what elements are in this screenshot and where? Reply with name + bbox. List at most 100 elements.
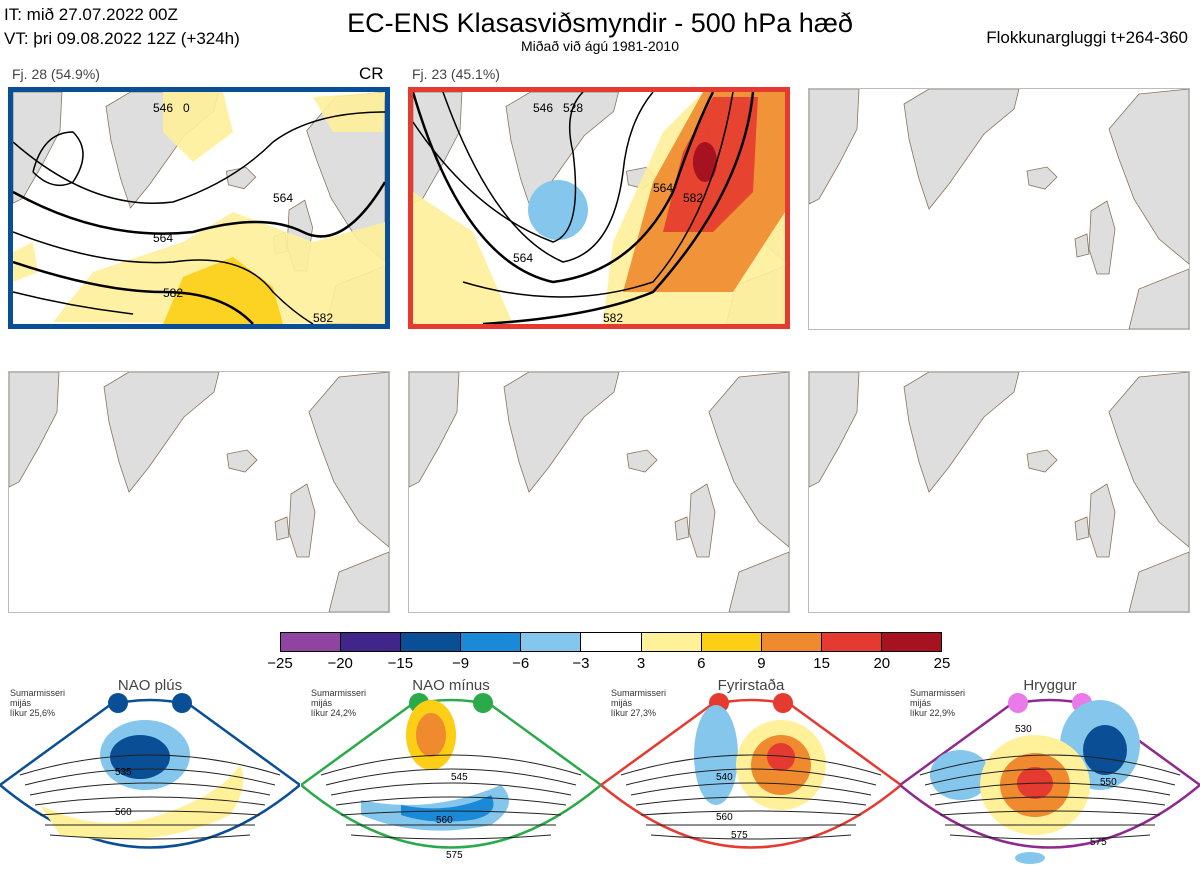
europe-shape — [1128, 268, 1189, 329]
anomaly-positive — [40, 765, 244, 840]
contour-label: 582 — [163, 286, 183, 300]
height-contour — [39, 810, 261, 816]
anomaly-peak — [693, 142, 717, 182]
contour-label: 560 — [716, 812, 733, 823]
height-contour — [640, 810, 862, 816]
regime-nao-plus: 535 560 NAO plús Sumarmisseri mijás líkur… — [0, 675, 303, 871]
height-contour — [350, 834, 552, 840]
europe-shape — [1128, 551, 1189, 612]
colorbar-tick-label: 9 — [757, 655, 766, 672]
contour-label: 564 — [273, 191, 293, 205]
height-contour — [19, 754, 281, 776]
map-svg — [809, 89, 1189, 329]
iceland-shape — [626, 449, 658, 473]
contour-label: 546 — [533, 101, 553, 115]
contour-label: 528 — [563, 101, 583, 115]
land-layer — [809, 89, 1189, 329]
anomaly-negative — [528, 180, 588, 240]
contour-label: 530 — [1015, 724, 1032, 735]
height-contour — [330, 782, 572, 796]
regime-mean: mijás — [910, 698, 932, 708]
canada-shape — [413, 92, 463, 204]
iceland-shape — [225, 166, 257, 190]
britain-shape — [688, 483, 716, 558]
panel-2-label: Fj. 23 (45.1%) — [412, 66, 500, 82]
regime-probability: líkur 24,2% — [311, 708, 357, 718]
anomaly-negative-strong — [1083, 725, 1127, 775]
regime-mean: mijás — [311, 698, 333, 708]
anomaly-positive — [413, 192, 513, 324]
colorbar-segment — [281, 633, 342, 651]
contour-label: 582 — [313, 311, 333, 324]
colorbar-segment — [401, 633, 462, 651]
anomaly-colorbar — [280, 632, 942, 652]
regime-title: Hryggur — [1023, 677, 1077, 694]
greenland-shape — [903, 372, 1020, 493]
regime-info: Sumarmisseri mijás líkur 22,9% — [910, 688, 965, 718]
regime-info: Sumarmisseri mijás líkur 24,2% — [311, 688, 366, 718]
colorbar-tick-label: −15 — [387, 655, 414, 672]
height-contour — [32, 131, 84, 187]
colorbar-segment — [341, 633, 402, 651]
ireland-shape — [1074, 233, 1090, 258]
height-contour — [335, 796, 567, 806]
height-contour — [442, 92, 654, 263]
height-contour — [320, 754, 582, 776]
height-contour — [919, 754, 1181, 776]
regime-title: NAO plús — [117, 677, 183, 694]
contour-label: 564 — [513, 251, 533, 265]
scandinavia-shape — [1108, 372, 1189, 548]
map-svg — [409, 372, 789, 612]
colorbar-ticks: −25 −20 −15 −9 −6 −3 3 6 9 15 20 25 — [267, 655, 950, 673]
colorbar-tick-label: 6 — [697, 655, 706, 672]
ireland-shape — [1074, 516, 1090, 541]
colorbar-tick-label: 3 — [636, 655, 646, 672]
height-contour — [413, 92, 584, 243]
height-contour — [462, 92, 734, 298]
land-layer — [9, 372, 389, 612]
europe-shape — [728, 551, 789, 612]
contour-label: 564 — [153, 231, 173, 245]
colorbar-tick-label: −20 — [327, 655, 353, 672]
regime-nao-minus: 545 560 575 NAO mínus Sumarmisseri mijás l… — [298, 675, 604, 871]
iceland-shape — [226, 449, 258, 473]
colorbar-tick-label: 25 — [933, 655, 951, 672]
colorbar-segment — [821, 633, 882, 651]
land-layer — [409, 372, 789, 612]
anomaly-peak — [767, 743, 795, 771]
greenland-shape — [103, 372, 220, 493]
height-contour — [29, 782, 271, 796]
greenland-shape — [503, 372, 620, 493]
regime-info: Sumarmisseri mijás líkur 25,6% — [10, 688, 65, 718]
regime-season: Sumarmisseri — [611, 688, 667, 698]
britain-shape — [1088, 200, 1116, 275]
iceland-shape — [1026, 449, 1058, 473]
valid-time: VT: þri 09.08.2022 12Z (+324h) — [4, 29, 240, 48]
height-contour — [24, 768, 276, 786]
regime-blocking: 540 560 575 Fyrirstaða Sumarmisseri mijás … — [598, 675, 904, 871]
height-contour — [13, 181, 385, 238]
regime-title: Fyrirstaða — [717, 677, 785, 694]
regime-title: NAO mínus — [412, 677, 490, 694]
contour-label: 546 — [153, 101, 173, 115]
height-contour — [13, 260, 254, 324]
panel-1-label: Fj. 28 (54.9%) — [12, 66, 100, 82]
contour-label: 545 — [451, 772, 468, 783]
canada-shape — [809, 372, 860, 488]
regime-marker-dot — [1008, 693, 1028, 713]
height-contour — [13, 291, 134, 315]
height-contour — [630, 782, 872, 796]
iceland-shape — [1026, 166, 1058, 190]
regime-mean: mijás — [10, 698, 32, 708]
anomaly-positive — [13, 242, 38, 282]
contour-label: 582 — [603, 311, 623, 324]
contour-label: 0 — [183, 101, 190, 115]
height-contour — [625, 768, 877, 786]
regime-season: Sumarmisseri — [10, 688, 66, 698]
regime-info: Sumarmisseri mijás líkur 27,3% — [611, 688, 666, 718]
cluster-map-3 — [808, 88, 1190, 330]
regime-probability: líkur 27,3% — [611, 708, 657, 718]
scandinavia-shape — [708, 372, 789, 548]
page-subtitle: Miðað við ágú 1981-2010 — [520, 38, 679, 54]
height-contour — [13, 231, 314, 324]
